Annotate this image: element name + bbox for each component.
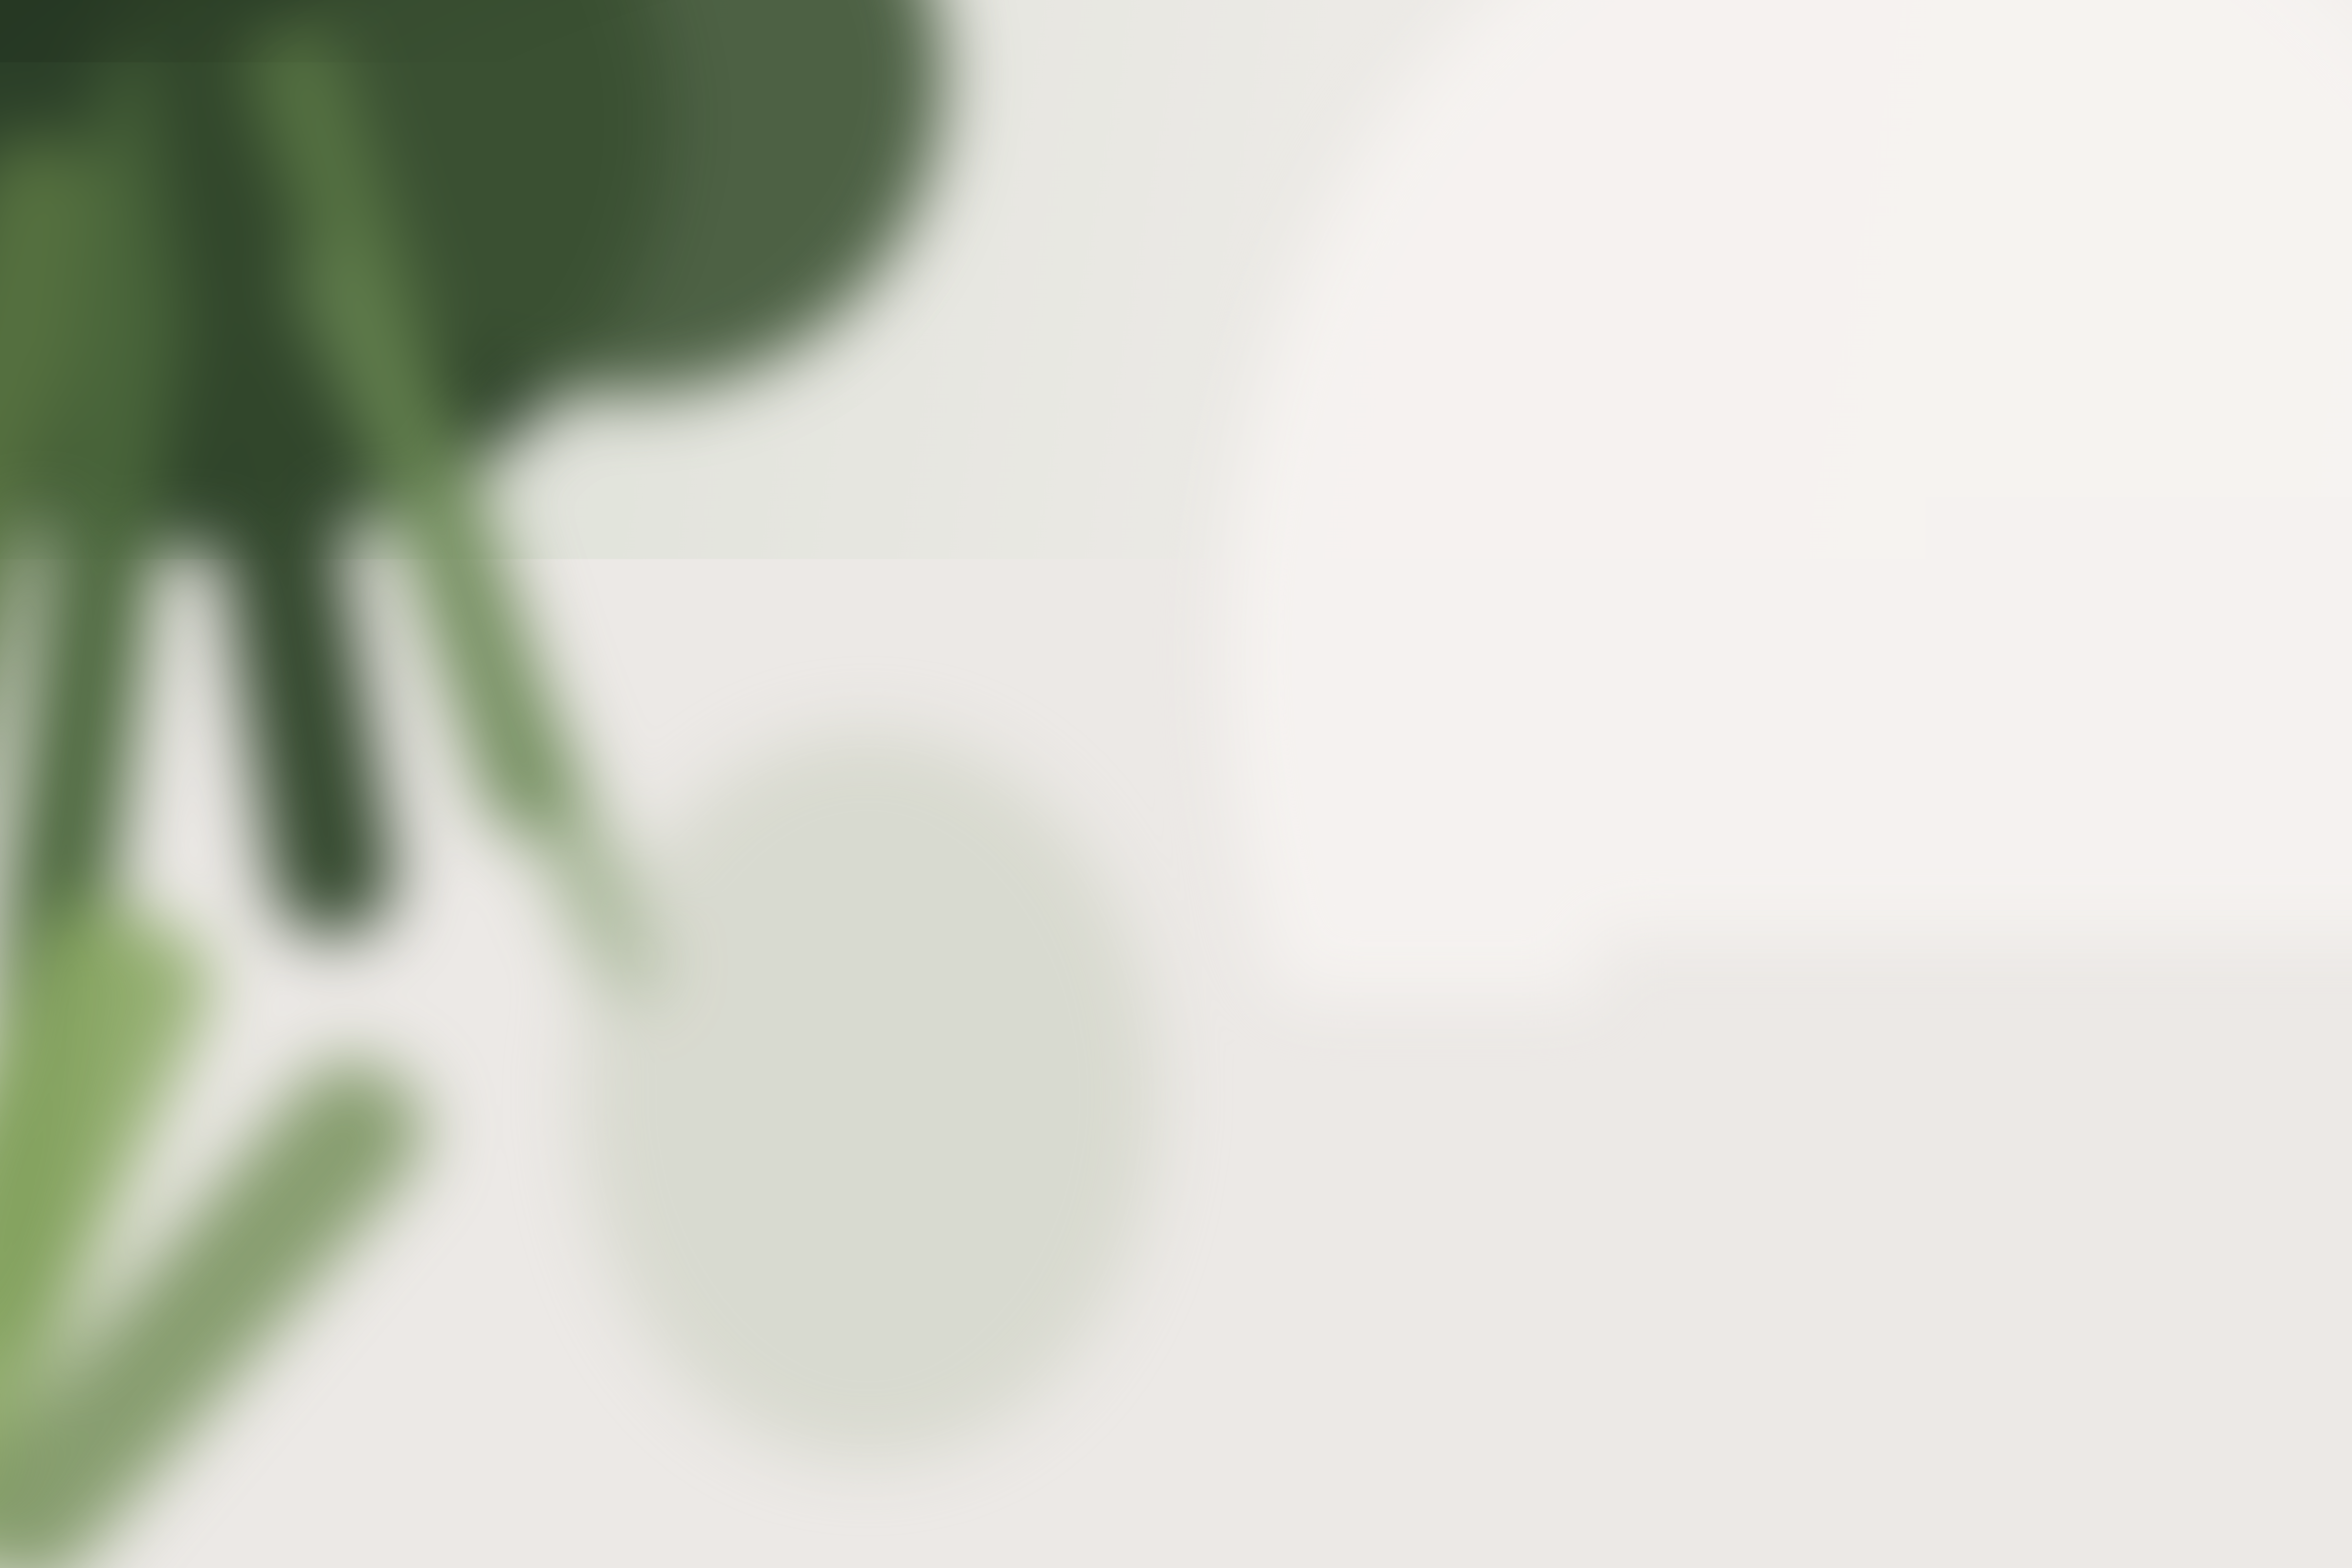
legend-dot-icon <box>1489 971 1506 987</box>
share-icon[interactable] <box>1997 359 2029 391</box>
panel-start-render-vs-bounce-rate: START RENDER VS BOUNCE RATE ⚙ OPTIONS Me… <box>1197 426 2127 1032</box>
title-segment: MEDIAN <box>730 344 861 381</box>
legend-label: Bounce Rate <box>1733 970 1834 988</box>
chat-unread-badge: 4 <box>2093 1425 2125 1457</box>
mouse-cursor <box>603 645 630 676</box>
dashboard-titlebar: USERS: LAST 7 DAYS USING MEDIAN <box>244 338 913 387</box>
legend-item[interactable]: Page Load (LUX) <box>538 967 701 985</box>
chart-legend: Page Load (LUX) Bounce Rate <box>241 967 1166 985</box>
chart-tooltip: Bounce Rate 7s 57.1% <box>527 551 664 645</box>
photo-stage: USERS: LAST 7 DAYS USING MEDIAN ? <box>0 0 2352 1568</box>
display-icon[interactable] <box>1943 359 1975 391</box>
tooltip-series: Bounce Rate <box>540 562 650 580</box>
legend-dash-icon <box>734 972 757 978</box>
panel-sessions: SESSIONS ⚙ OPTIONS Sessions (LUX) 479K Ses… <box>1197 1057 2127 1568</box>
chat-launcher-button[interactable]: 4 <box>2037 1431 2119 1513</box>
legend-label: Start Render (LUX) <box>1516 970 1666 988</box>
header-actions: ? <box>1943 359 2085 391</box>
page-title[interactable]: USERS: LAST 7 DAYS USING MEDIAN <box>244 344 861 381</box>
legend-dot-icon <box>538 967 555 984</box>
chart-canvas <box>1197 426 2127 944</box>
chart-legend: Start Render (LUX) Bounce Rate <box>1197 970 2127 988</box>
title-segment: USING <box>612 344 717 381</box>
legend-item[interactable]: Bounce Rate <box>1700 970 1835 988</box>
title-segment: 7 DAYS <box>481 344 599 381</box>
svg-text:?: ? <box>2062 364 2074 386</box>
panel-load-time-vs-bounce-rate: LOAD TIME VS BOUNCE RATE ⚙ OPTIONS Media… <box>241 423 1166 1029</box>
laptop: USERS: LAST 7 DAYS USING MEDIAN ? <box>171 254 2201 1568</box>
legend-dash-icon <box>1700 976 1723 982</box>
legend-item[interactable]: Bounce Rate <box>734 967 869 985</box>
title-segment: LAST <box>382 344 469 381</box>
legend-item[interactable]: Start Render (LUX) <box>1489 970 1666 988</box>
chart-canvas <box>241 423 1166 941</box>
legend-label: Bounce Rate <box>768 967 869 985</box>
tooltip-value: 57.1% <box>540 604 650 635</box>
dashboard-screen: USERS: LAST 7 DAYS USING MEDIAN ? <box>186 271 2185 1568</box>
title-segment: USERS: <box>244 344 370 381</box>
chart-canvas <box>241 1053 1166 1568</box>
tooltip-x-value: 7s <box>540 581 650 599</box>
chevron-down-icon[interactable] <box>879 353 912 372</box>
chat-bubble-icon <box>2057 1451 2099 1493</box>
chart-canvas <box>1197 1057 2127 1568</box>
help-icon[interactable]: ? <box>2052 359 2084 391</box>
panel-page-views-vs-onload: PAGE VIEWS VS ONLOAD ⚙ OPTIONS Page Load… <box>241 1053 1166 1568</box>
legend-label: Page Load (LUX) <box>565 967 701 985</box>
